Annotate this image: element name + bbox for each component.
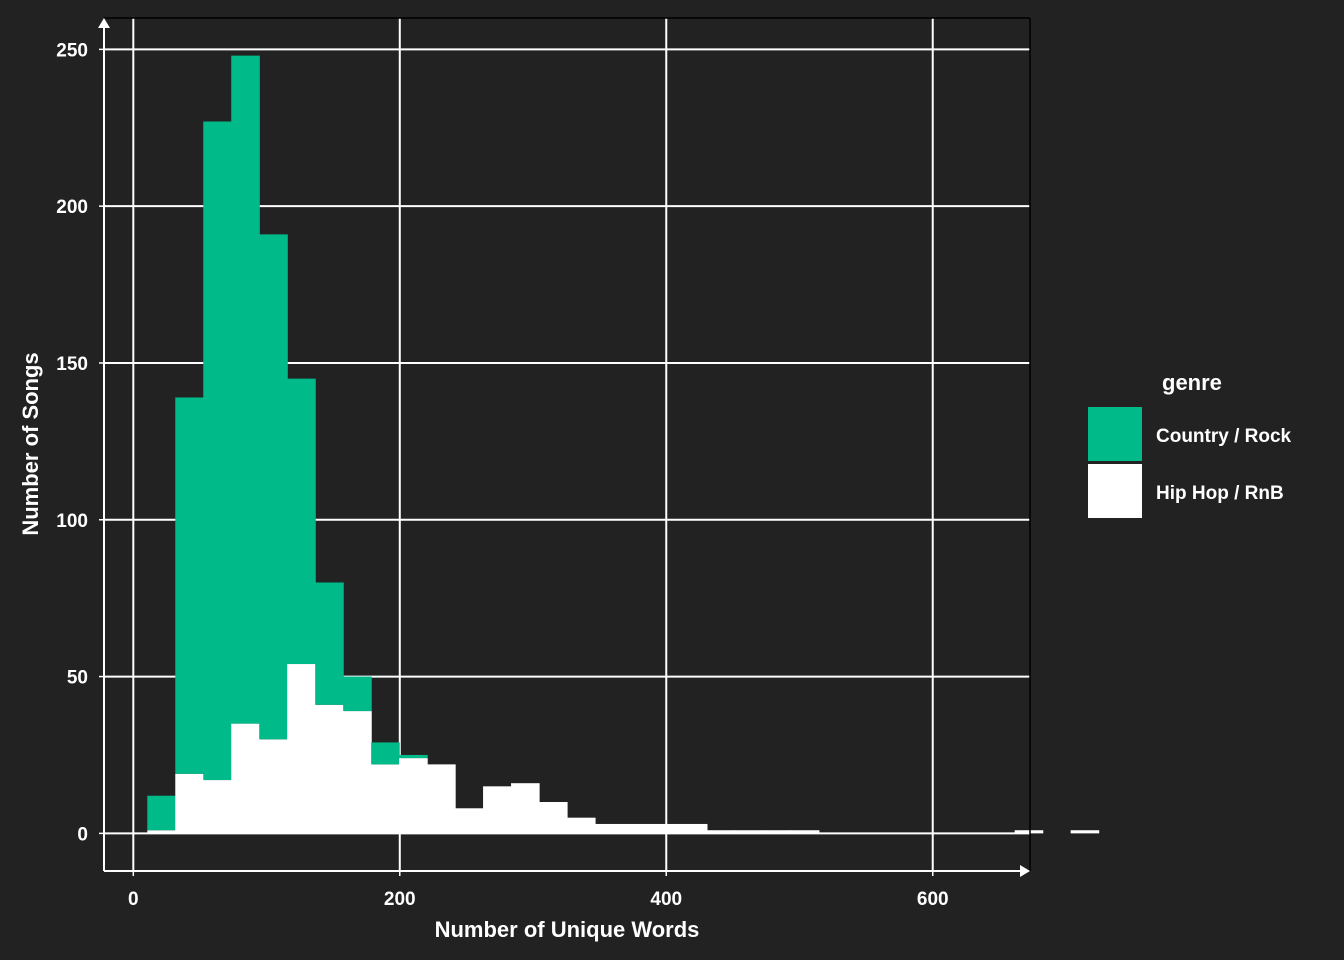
- bar-hip-hop-rnb-5: [287, 664, 316, 834]
- bar-country-rock-3: [231, 55, 260, 724]
- bar-hip-hop-rnb-20: [706, 830, 736, 834]
- bar-hip-hop-rnb-23: [790, 830, 820, 834]
- y-tick-label-100: 100: [56, 511, 88, 532]
- y-axis-label: Number of Songs: [18, 352, 43, 535]
- legend-swatch-country-rock: [1088, 407, 1142, 461]
- bar-country-rock-6: [315, 582, 344, 705]
- y-tick-label-150: 150: [56, 354, 88, 375]
- bar-hip-hop-rnb-10: [427, 764, 456, 834]
- x-axis-arrow-icon: [1020, 865, 1030, 877]
- bar-hip-hop-rnb-12: [483, 786, 512, 834]
- bar-hip-hop-rnb-11: [455, 808, 484, 834]
- bar-hip-hop-rnb-6: [315, 704, 344, 834]
- legend-swatch-hip-hop-rnb: [1088, 464, 1142, 518]
- x-axis-label: Number of Unique Words: [435, 917, 700, 942]
- bar-hip-hop-rnb-1: [175, 773, 204, 834]
- bar-hip-hop-rnb-9: [399, 758, 428, 834]
- bar-hip-hop-rnb-33: [1070, 830, 1100, 834]
- bar-hip-hop-rnb-17: [622, 823, 652, 834]
- bar-hip-hop-rnb-2: [203, 780, 232, 834]
- legend-title: genre: [1162, 370, 1222, 395]
- legend-label-hip-hop-rnb: Hip Hop / RnB: [1156, 483, 1284, 504]
- bar-country-rock-1: [175, 397, 204, 774]
- bar-hip-hop-rnb-31: [1014, 830, 1044, 834]
- x-tick-label-600: 600: [917, 889, 949, 910]
- y-axis-arrow-icon: [98, 18, 110, 28]
- bar-hip-hop-rnb-19: [678, 823, 708, 834]
- bar-country-rock-5: [287, 378, 316, 665]
- bar-country-rock-0: [147, 795, 176, 831]
- bar-country-rock-8: [371, 742, 400, 765]
- y-tick-label-250: 250: [56, 40, 88, 61]
- histogram-bars: [147, 55, 1100, 834]
- bar-hip-hop-rnb-3: [231, 723, 260, 834]
- bar-hip-hop-rnb-8: [371, 764, 400, 834]
- bar-hip-hop-rnb-21: [734, 830, 764, 834]
- bar-hip-hop-rnb-13: [511, 783, 540, 834]
- bar-hip-hop-rnb-0: [147, 830, 176, 834]
- x-tick-label-400: 400: [650, 889, 682, 910]
- bar-hip-hop-rnb-18: [650, 823, 680, 834]
- x-tick-label-200: 200: [384, 889, 416, 910]
- bar-hip-hop-rnb-7: [343, 711, 372, 834]
- bar-country-rock-2: [203, 121, 232, 781]
- axes: [98, 17, 1031, 877]
- tick-labels: 0 50 100 150 200 250 0 200 400 600: [56, 40, 948, 910]
- bar-country-rock-4: [259, 234, 288, 740]
- bar-country-rock-9: [399, 754, 428, 759]
- bar-hip-hop-rnb-16: [594, 823, 624, 834]
- legend: genre Country / Rock Hip Hop / RnB: [1088, 370, 1292, 518]
- y-tick-label-50: 50: [67, 668, 88, 689]
- bar-hip-hop-rnb-4: [259, 739, 288, 834]
- bar-country-rock-7: [343, 676, 372, 712]
- x-tick-label-0: 0: [128, 889, 139, 910]
- y-tick-label-0: 0: [77, 824, 88, 845]
- bar-hip-hop-rnb-22: [762, 830, 792, 834]
- legend-label-country-rock: Country / Rock: [1156, 426, 1292, 447]
- bar-hip-hop-rnb-15: [567, 817, 596, 834]
- bar-hip-hop-rnb-14: [539, 802, 568, 834]
- y-tick-label-200: 200: [56, 197, 88, 218]
